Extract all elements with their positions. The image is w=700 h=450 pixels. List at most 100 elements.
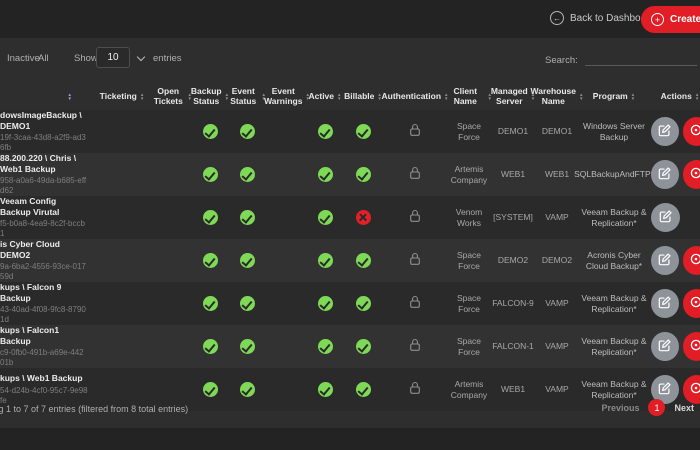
column-header-event-warnings[interactable]: Event Warnings ▲ ▼ xyxy=(264,84,310,110)
cell-program: Acronis Cyber Cloud Backup* xyxy=(585,249,643,271)
status-check-icon xyxy=(317,296,333,311)
cell-event-status xyxy=(228,167,266,182)
cell-authentication xyxy=(384,338,446,355)
edit-button[interactable] xyxy=(651,160,679,189)
cell-warehouse: DEMO1 xyxy=(541,126,573,137)
sort-icon: ▲ ▼ xyxy=(579,92,584,101)
column-header-billable[interactable]: Billable ▲ ▼ xyxy=(342,84,384,110)
entries-select[interactable]: 10 xyxy=(96,47,130,68)
status-check-icon xyxy=(355,253,371,268)
column-header-backup-status[interactable]: Backup Status ▲ ▼ xyxy=(190,84,230,110)
plus-icon: + xyxy=(651,13,664,26)
sort-icon: ▲ ▼ xyxy=(444,92,449,101)
table-row: kups \ Falcon 9 Backup 43-40ad-4f08-9fc8-… xyxy=(0,282,700,325)
column-label: Client Name xyxy=(453,86,478,106)
pencil-square-icon xyxy=(658,381,672,398)
entries-label: entries xyxy=(153,53,182,64)
sort-icon: ▲ ▼ xyxy=(187,92,192,101)
column-header-ticketing[interactable]: Ticketing ▲ ▼ xyxy=(92,84,152,110)
column-header-active[interactable]: Active ▲ ▼ xyxy=(308,84,342,110)
column-header-managed-server[interactable]: Managed Server ▲ ▼ xyxy=(491,84,536,110)
backup-jobs-table: ▲ ▼ Ticketing ▲ ▼ Open Tickets ▲ ▼ Backup Status… xyxy=(0,84,700,411)
disable-button[interactable] xyxy=(682,117,700,146)
column-header-event-status[interactable]: Event Status ▲ ▼ xyxy=(228,84,266,110)
back-to-dashboard-button[interactable]: ← Back to Dashboard xyxy=(550,11,655,25)
column-label: Active xyxy=(308,91,335,102)
disable-button[interactable] xyxy=(682,246,700,275)
edit-button[interactable] xyxy=(651,246,679,275)
lock-icon xyxy=(409,209,421,226)
device-guid: 9a-6ba2-4556-93ce-01759d xyxy=(0,261,86,281)
next-page-button[interactable]: Next xyxy=(674,402,694,413)
lock-icon xyxy=(409,338,421,355)
filter-inactive-button[interactable]: Inactive xyxy=(7,53,40,64)
table-row: kups \ Web1 Backup 54-d24b-4cf0-95c7-9e98… xyxy=(0,368,700,411)
cell-client: Venom Works xyxy=(455,206,483,228)
cell-name: 88.200.220 \ Chris \ Web1 Backup 958-a0a6… xyxy=(0,153,92,195)
status-check-icon xyxy=(239,382,255,397)
disable-button[interactable] xyxy=(682,160,700,189)
column-header-program[interactable]: Program ▲ ▼ xyxy=(580,84,648,110)
cell-server: DEMO2 xyxy=(497,255,529,266)
cell-server: WEB1 xyxy=(500,169,526,180)
cell-backup-status xyxy=(192,253,228,268)
status-check-icon xyxy=(202,296,218,311)
disable-button[interactable] xyxy=(682,375,700,404)
column-header-authentication[interactable]: Authentication ▲ ▼ xyxy=(382,84,449,110)
column-label: Billable xyxy=(344,91,375,102)
create-new-button[interactable]: + Create New xyxy=(641,6,700,33)
column-label: Open Tickets xyxy=(153,86,183,106)
edit-button[interactable] xyxy=(651,203,680,232)
cell-billable xyxy=(342,339,384,354)
status-check-icon xyxy=(202,382,218,397)
sort-icon: ▲ ▼ xyxy=(487,92,492,101)
filter-all-button[interactable]: All xyxy=(38,53,49,64)
cell-billable xyxy=(342,124,384,139)
edit-button[interactable] xyxy=(651,332,679,361)
cell-actions xyxy=(648,246,700,275)
cell-program: Windows Server Backup xyxy=(583,120,645,142)
column-label: Backup Status xyxy=(190,86,222,106)
cell-program: SQLBackupAndFTP* xyxy=(574,169,654,180)
sort-icon: ▲ ▼ xyxy=(630,92,636,101)
cell-billable xyxy=(342,253,384,268)
search-input[interactable] xyxy=(585,46,697,66)
back-to-dashboard-label: Back to Dashboard xyxy=(570,12,656,24)
pagination: Previous 1 Next xyxy=(601,399,694,416)
disable-button[interactable] xyxy=(682,289,700,318)
status-check-icon xyxy=(317,210,333,225)
cell-client: Artemis Company xyxy=(450,378,488,400)
column-header-open-tickets[interactable]: Open Tickets ▲ ▼ xyxy=(152,84,192,110)
device-guid: 958-a0a6-49da-b685-effd62 xyxy=(0,175,87,195)
status-check-icon xyxy=(202,124,218,139)
cell-billable xyxy=(342,210,384,225)
sort-icon: ▲ ▼ xyxy=(530,92,536,101)
cell-event-status xyxy=(228,210,266,225)
column-header-actions[interactable]: Actions ▲ ▼ xyxy=(648,84,700,110)
status-check-icon xyxy=(355,339,371,354)
sort-icon: ▲ ▼ xyxy=(224,92,230,101)
cell-warehouse: VAMP xyxy=(545,384,569,395)
edit-button[interactable] xyxy=(651,117,679,146)
cell-billable xyxy=(342,382,384,397)
cell-program: Veeam Backup & Replication* xyxy=(581,292,647,314)
sort-icon: ▲ ▼ xyxy=(305,92,310,101)
edit-button[interactable] xyxy=(651,289,679,318)
column-header-device-name[interactable]: ▲ ▼ xyxy=(0,84,92,110)
power-circle-icon xyxy=(689,123,700,140)
column-header-warehouse-name[interactable]: Warehouse Name ▲ ▼ xyxy=(531,84,584,110)
cell-actions xyxy=(648,332,700,361)
status-check-icon xyxy=(355,124,371,139)
device-guid: 54-d24b-4cf0-95c7-9e98fe xyxy=(0,385,88,405)
status-check-icon xyxy=(317,382,333,397)
lock-icon xyxy=(409,166,421,183)
column-header-client-name[interactable]: Client Name ▲ ▼ xyxy=(446,84,492,110)
power-circle-icon xyxy=(689,166,700,183)
status-check-icon xyxy=(239,253,255,268)
status-check-icon xyxy=(239,210,255,225)
previous-page-button[interactable]: Previous xyxy=(601,402,640,413)
page-number-button[interactable]: 1 xyxy=(648,399,666,416)
cell-name: is Cyber Cloud DEMO2 9a-6ba2-4556-93ce-01… xyxy=(0,239,92,281)
status-check-icon xyxy=(239,339,255,354)
disable-button[interactable] xyxy=(682,332,700,361)
